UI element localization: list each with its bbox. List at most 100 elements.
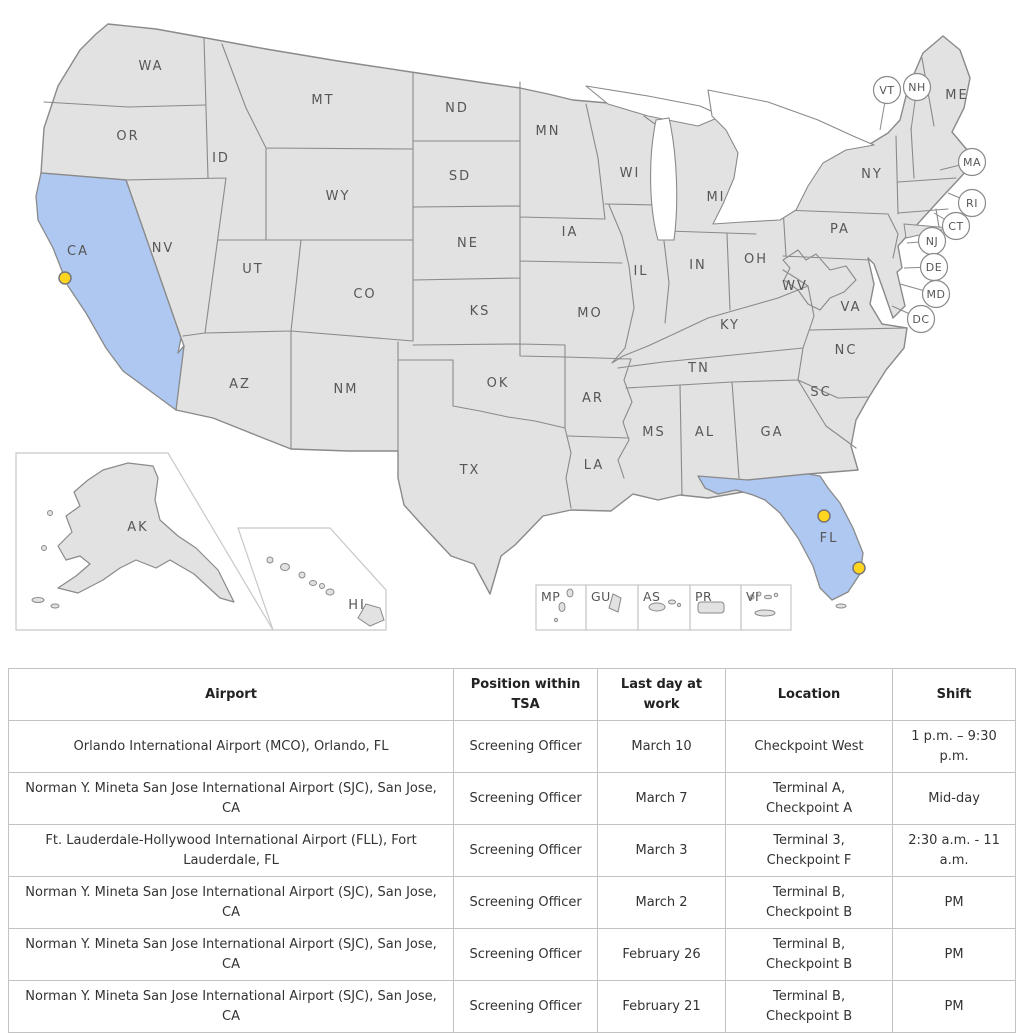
table-cell: Screening Officer — [453, 772, 599, 825]
territory-label-MP: MP — [541, 589, 560, 604]
table-row: Norman Y. Mineta San Jose International … — [7, 980, 1016, 1033]
state-circle-RI — [957, 188, 987, 218]
table-cell: Screening Officer — [453, 980, 599, 1033]
state-label-ME: ME — [945, 88, 968, 103]
lake-huron-erie-ontario — [707, 89, 875, 225]
table-cell: Screening Officer — [453, 824, 599, 877]
state-label-ND: ND — [445, 101, 469, 116]
state-label-CO: CO — [353, 287, 376, 302]
table-cell: February 21 — [597, 980, 726, 1033]
column-header-airport: Airport — [7, 668, 455, 721]
table-header: Airport Position within TSA Last day at wo… — [7, 668, 1016, 721]
table-cell: March 10 — [597, 720, 726, 773]
table-cell: Norman Y. Mineta San Jose International … — [7, 928, 455, 981]
column-header-shift: Shift — [892, 668, 1016, 721]
state-label-MO: MO — [577, 306, 602, 321]
table-cell: 1 p.m. – 9:30 p.m. — [892, 720, 1016, 773]
state-label-DE: DE — [926, 261, 942, 274]
state-label-NJ: NJ — [926, 235, 938, 248]
table-row: Norman Y. Mineta San Jose International … — [7, 772, 1016, 825]
state-california — [35, 172, 185, 411]
state-circle-NH — [902, 72, 932, 102]
airport-markers — [58, 271, 866, 575]
state-label-FL: FL — [820, 531, 839, 546]
state-label-MT: MT — [311, 93, 334, 108]
state-label-NH: NH — [908, 81, 926, 94]
florida-keys — [835, 603, 847, 609]
state-labels: WA OR CA NV ID MT WY UT CO AZ NM ND SD NE KS OK TX MN IA MO… — [67, 59, 968, 613]
state-label-CT: CT — [948, 220, 963, 233]
table-cell: March 7 — [597, 772, 726, 825]
state-label-ID: ID — [212, 151, 230, 166]
state-label-DC: DC — [912, 313, 929, 326]
table-cell: PM — [892, 876, 1016, 929]
table-cell: Terminal B, Checkpoint B — [724, 928, 894, 981]
state-label-IN: IN — [689, 258, 707, 273]
table-cell: Checkpoint West — [724, 720, 894, 773]
state-label-MI: MI — [706, 190, 725, 205]
column-header-last-day-at-work: Last day at work — [597, 668, 726, 721]
state-label-TN: TN — [687, 361, 710, 376]
state-label-HI: HI — [348, 598, 366, 613]
state-circle-DC — [906, 304, 936, 334]
table-cell: Terminal B, Checkpoint B — [724, 980, 894, 1033]
state-label-NC: NC — [835, 343, 858, 358]
hawaii-inset-box — [237, 527, 387, 631]
table-cell: Terminal B, Checkpoint B — [724, 876, 894, 929]
table-cell: Norman Y. Mineta San Jose International … — [7, 772, 455, 825]
alaska-island — [41, 545, 47, 551]
state-label-CA: CA — [67, 244, 89, 259]
lake-superior — [585, 85, 723, 127]
state-label-SD: SD — [449, 169, 471, 184]
state-label-AZ: AZ — [229, 377, 251, 392]
table-cell: Ft. Lauderdale-Hollywood International A… — [7, 824, 455, 877]
state-label-MA: MA — [963, 156, 981, 169]
state-label-VT: VT — [879, 84, 894, 97]
column-header-position-within-tsa: Position within TSA — [453, 668, 599, 721]
table-cell: Norman Y. Mineta San Jose International … — [7, 876, 455, 929]
state-label-MN: MN — [536, 124, 561, 139]
state-label-IL: IL — [633, 264, 648, 279]
table-cell: PM — [892, 928, 1016, 981]
table-row: Norman Y. Mineta San Jose International … — [7, 876, 1016, 929]
state-label-OH: OH — [744, 252, 768, 267]
state-label-MS: MS — [642, 425, 665, 440]
state-label-NM: NM — [334, 382, 359, 397]
state-label-MD: MD — [927, 288, 946, 301]
column-header-location: Location — [724, 668, 894, 721]
state-label-VA: VA — [841, 300, 862, 315]
territory-label-VI: VI — [746, 589, 759, 604]
state-florida — [697, 473, 864, 601]
state-label-SC: SC — [810, 385, 831, 400]
alaska-island — [31, 597, 45, 603]
territory-label-PR: PR — [695, 589, 712, 604]
territory-label-GU: GU — [591, 589, 611, 604]
state-label-PA: PA — [830, 222, 850, 237]
airport-marker-CA — [58, 271, 72, 285]
airport-marker-FL — [852, 561, 866, 575]
alaska-island — [47, 510, 53, 516]
state-label-WI: WI — [620, 166, 641, 181]
table-cell: Norman Y. Mineta San Jose International … — [7, 980, 455, 1033]
territory-islands — [553, 588, 779, 623]
state-alaska — [57, 462, 235, 603]
state-circle-MD — [921, 279, 951, 309]
state-label-AR: AR — [582, 391, 604, 406]
state-label-AL: AL — [695, 425, 715, 440]
table-cell: March 2 — [597, 876, 726, 929]
table-cell: March 3 — [597, 824, 726, 877]
table-cell: Terminal 3, Checkpoint F — [724, 824, 894, 877]
territory-labels: MP GU AS PR VI — [541, 589, 759, 604]
territory-label-AS: AS — [643, 589, 661, 604]
table-cell: February 26 — [597, 928, 726, 981]
table-cell: Orlando International Airport (MCO), Orl… — [7, 720, 455, 773]
state-label-WA: WA — [138, 59, 163, 74]
state-label-NV: NV — [152, 241, 175, 256]
territory-inset-boxes — [535, 584, 792, 631]
state-label-LA: LA — [584, 458, 604, 473]
state-label-RI: RI — [966, 197, 978, 210]
state-label-KS: KS — [470, 304, 491, 319]
state-label-OK: OK — [487, 376, 510, 391]
